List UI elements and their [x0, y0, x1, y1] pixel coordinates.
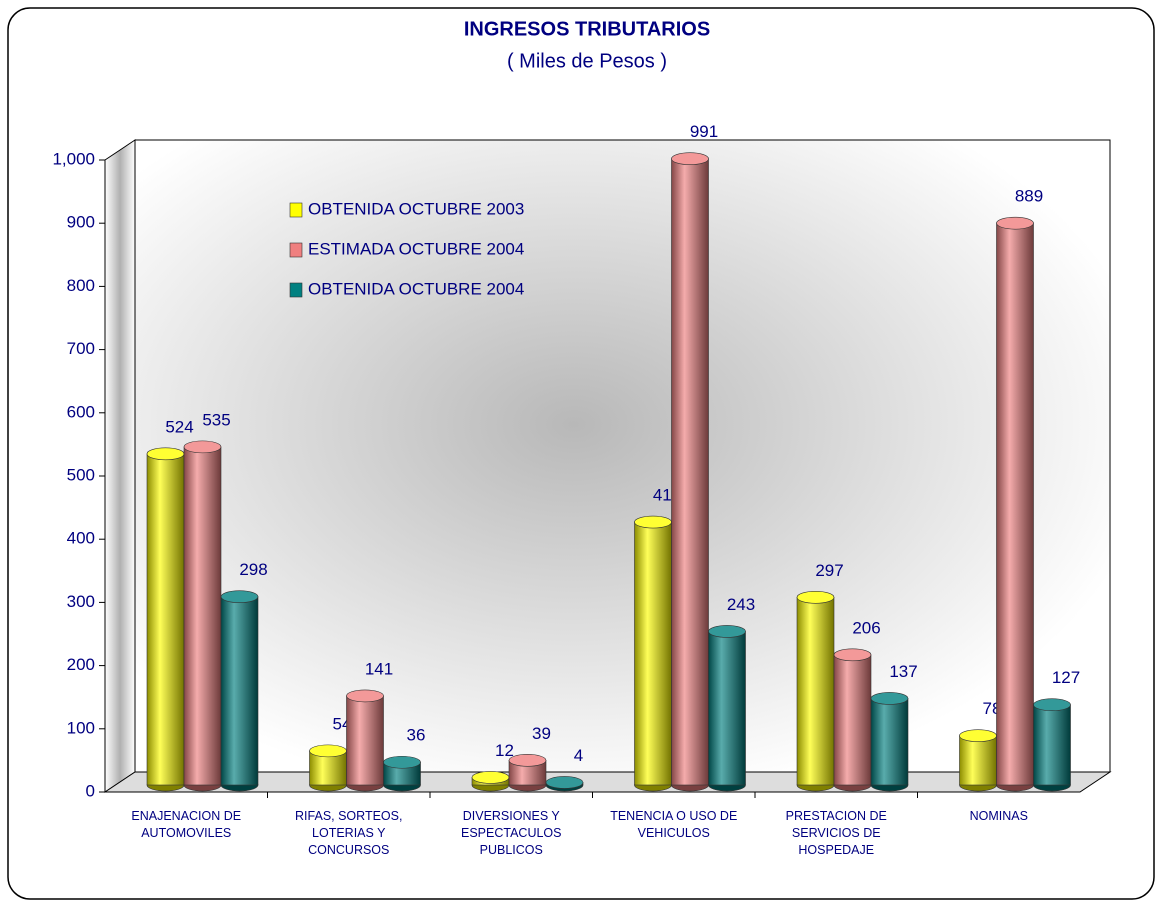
bar-top — [634, 515, 672, 529]
bar — [220, 596, 259, 786]
x-tick-label: PRESTACION DE SERVICIOS DE HOSPEDAJE — [785, 809, 887, 857]
bar-top — [996, 216, 1034, 230]
bar — [708, 631, 746, 786]
bar-top — [870, 692, 909, 705]
bar-top — [833, 648, 872, 662]
bar — [796, 596, 835, 786]
legend-label: ESTIMADA OCTUBRE 2004 — [308, 239, 524, 258]
x-tick-label: ENAJENACION DE AUTOMOVILES — [131, 809, 242, 840]
y-tick-label: 800 — [67, 276, 95, 295]
bar — [346, 695, 384, 786]
value-label: 243 — [727, 595, 755, 614]
bar — [634, 521, 672, 786]
x-tick-label: RIFAS, SORTEOS, LOTERIAS Y CONCURSOS — [295, 809, 403, 857]
bar-top — [708, 625, 746, 638]
bar-top — [796, 590, 835, 604]
bar-top — [959, 729, 997, 743]
legend-label: OBTENIDA OCTUBRE 2003 — [308, 199, 524, 218]
value-label: 298 — [239, 560, 267, 579]
y-tick-label: 600 — [67, 402, 95, 421]
value-label: 141 — [365, 659, 393, 678]
bar — [1033, 704, 1071, 786]
y-tick-label: 500 — [67, 465, 95, 484]
bar-top — [545, 776, 584, 789]
value-label: 4 — [574, 746, 583, 765]
y-tick-label: 200 — [67, 655, 95, 674]
bar-top — [146, 447, 185, 461]
back-wall — [134, 139, 1111, 773]
value-label: 127 — [1052, 668, 1080, 687]
value-label: 137 — [889, 662, 917, 681]
chart-title: INGRESOS TRIBUTARIOS — [464, 18, 710, 40]
bar — [671, 158, 709, 786]
legend-swatch — [289, 282, 303, 298]
value-label: 991 — [690, 122, 718, 141]
value-label: 206 — [852, 618, 880, 637]
chart-subtitle: ( Miles de Pesos ) — [507, 50, 667, 72]
y-tick-label: 400 — [67, 529, 95, 548]
value-label: 889 — [1015, 187, 1043, 206]
bar — [146, 453, 185, 786]
value-label: 36 — [407, 726, 426, 745]
value-label: 12 — [495, 741, 514, 760]
bar-top — [183, 440, 222, 454]
x-tick-label: NOMINAS — [969, 809, 1028, 823]
bar-top — [220, 590, 259, 603]
bar — [959, 735, 997, 786]
side-wall — [104, 139, 136, 793]
bar-top — [346, 689, 384, 703]
legend-swatch — [289, 242, 303, 258]
bar-top — [508, 754, 547, 767]
legend-label: OBTENIDA OCTUBRE 2004 — [308, 279, 524, 298]
value-label: 297 — [815, 561, 843, 580]
legend-swatch — [289, 202, 303, 218]
y-tick-label: 700 — [67, 339, 95, 358]
x-tick-label: TENENCIA O USO DE VEHICULOS — [610, 809, 738, 840]
bar-top — [383, 755, 421, 769]
y-tick-label: 300 — [67, 592, 95, 611]
bar — [833, 654, 872, 786]
value-label: 535 — [202, 410, 230, 429]
y-tick-label: 0 — [86, 781, 95, 800]
bar-top — [1033, 698, 1071, 712]
value-label: 524 — [165, 417, 193, 436]
bar-top — [671, 152, 709, 165]
bar — [183, 446, 222, 786]
value-label: 39 — [532, 724, 551, 743]
bar — [870, 698, 909, 786]
x-tick-label: DIVERSIONES Y ESPECTACULOS PUBLICOS — [461, 809, 562, 857]
bar-top — [471, 771, 510, 784]
y-tick-label: 1,000 — [52, 149, 95, 168]
bar — [996, 222, 1034, 786]
bar-top — [309, 744, 347, 758]
y-tick-label: 900 — [67, 213, 95, 232]
y-tick-label: 100 — [67, 718, 95, 737]
